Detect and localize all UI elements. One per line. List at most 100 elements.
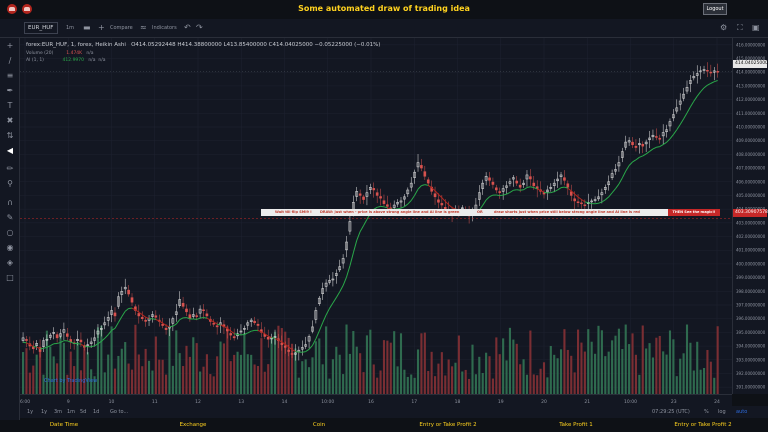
chart-pane[interactable] <box>20 38 732 394</box>
tradingview-watermark[interactable]: Chart by TradingView <box>44 378 98 384</box>
snapshot-icon[interactable]: ▣ <box>752 23 760 32</box>
ruler-icon[interactable]: ✏ <box>6 164 14 173</box>
logout-button[interactable]: Logout <box>703 3 727 15</box>
candle-body <box>512 177 515 180</box>
range-1m[interactable]: 1m <box>67 409 76 415</box>
percent-toggle[interactable]: % <box>704 409 709 415</box>
time-tick-label: 12 <box>195 399 201 405</box>
price-tick-label: 400.00000000 <box>736 261 766 266</box>
magnet-icon[interactable]: ∩ <box>7 198 13 207</box>
fib-icon[interactable]: ≡ <box>6 71 14 80</box>
ai-line-segment <box>632 159 637 163</box>
brush-icon[interactable]: ✒ <box>6 86 14 95</box>
ai-line-segment <box>608 192 613 198</box>
volume-bar <box>614 335 617 394</box>
candle-body <box>62 329 66 333</box>
volume-bar <box>73 366 76 394</box>
volume-label[interactable]: Volume (20) <box>26 51 54 56</box>
eye-icon[interactable]: ◉ <box>6 243 14 252</box>
trendline-icon[interactable]: ∕ <box>8 56 12 65</box>
redhat-icon <box>22 4 32 14</box>
volume-bar <box>222 343 225 394</box>
annotation-text-2: DRAW: just when - price is above strong … <box>320 210 460 214</box>
price-tick-label: 406.00000000 <box>736 179 766 184</box>
trash-icon[interactable]: □ <box>6 273 14 282</box>
price-chart[interactable] <box>20 38 732 394</box>
volume-bar <box>59 336 62 394</box>
ai-line-segment <box>669 134 674 140</box>
layers-icon[interactable]: ◈ <box>6 258 14 267</box>
ai-label[interactable]: AI (1, 1) <box>26 58 44 63</box>
candle-body <box>655 136 658 138</box>
settings-icon[interactable]: ⚙ <box>720 23 728 32</box>
volume-bar <box>168 328 171 394</box>
indicators-button[interactable]: Indicators <box>152 25 177 31</box>
zoom-icon[interactable]: ⚲ <box>7 179 13 188</box>
ai-line-segment <box>714 80 718 83</box>
range-1y[interactable]: 1y <box>27 409 34 415</box>
volume-bar <box>192 337 195 394</box>
prediction-icon[interactable]: ⇅ <box>6 131 14 140</box>
range-5d[interactable]: 5d <box>80 409 87 415</box>
annotation-banner[interactable] <box>261 209 720 216</box>
legend-symbol[interactable]: forex:EUR_HUF, 1, forex, Heikin Ashi <box>26 42 126 48</box>
time-axis[interactable]: 6:00 9 10 11 12 13 14 10:00 16 17 18 19 20 21 10:00 23 2… <box>20 394 732 406</box>
volume-bar <box>120 348 123 394</box>
ai-line-segment <box>588 202 592 205</box>
ai-line-segment <box>220 324 225 327</box>
goto-button[interactable]: Go to... <box>110 409 129 415</box>
utc-clock[interactable]: 07:29:25 (UTC) <box>652 409 690 415</box>
range-1d[interactable]: 1d <box>93 409 100 415</box>
candle-body <box>181 302 185 307</box>
auto-toggle[interactable]: auto <box>736 409 748 415</box>
undo-icon[interactable]: ↶ <box>184 23 191 32</box>
volume-bar <box>692 370 695 394</box>
time-tick-label: 10:00 <box>624 399 637 405</box>
legend-close: C414.04025000 <box>268 42 313 48</box>
range-1y-2[interactable]: 1y <box>41 409 48 415</box>
ai-line-segment <box>424 184 429 186</box>
volume-bar <box>277 325 280 394</box>
volume-bar <box>256 365 260 394</box>
volume-bar <box>195 343 198 394</box>
pencil-lock-icon[interactable]: ✎ <box>6 213 14 222</box>
price-tick-label: 401.00000000 <box>736 248 766 253</box>
lock-icon[interactable]: ○ <box>6 228 14 237</box>
volume-bar <box>532 374 535 394</box>
volume-bar <box>427 370 430 394</box>
log-toggle[interactable]: log <box>718 409 726 415</box>
pattern-icon[interactable]: ✖ <box>6 116 14 125</box>
candle-body <box>532 182 536 187</box>
ai-line-segment <box>410 195 416 201</box>
ai-line-segment <box>417 185 422 190</box>
volume-bar <box>488 356 491 394</box>
time-tick-label: 14 <box>282 399 288 405</box>
candle-body <box>96 330 100 335</box>
footer-col-entry-tp2: Entry or Take Profit 2 <box>419 422 477 428</box>
volume-bar <box>685 324 689 394</box>
candle-style-icon[interactable]: ▬ <box>83 23 91 32</box>
redo-icon[interactable]: ↷ <box>196 23 203 32</box>
ai-line-segment <box>94 343 99 347</box>
volume-bar <box>474 374 477 394</box>
fullscreen-icon[interactable]: ⛶ <box>737 23 743 32</box>
compare-icon: + <box>98 23 105 32</box>
ai-line-segment <box>325 308 330 316</box>
interval-button[interactable]: 1m <box>66 25 75 31</box>
crosshair-icon[interactable]: + <box>6 41 14 50</box>
text-icon[interactable]: T <box>7 101 13 110</box>
last-price-tag: 414.04025000 <box>733 60 768 68</box>
candle-body <box>205 313 209 317</box>
candle-body <box>379 196 382 199</box>
arrow-icon[interactable]: ◀ <box>6 146 14 155</box>
volume-bar <box>239 354 243 394</box>
symbol-search-input[interactable]: EUR_HUF <box>24 22 58 34</box>
volume-bar <box>93 376 96 394</box>
candle-body <box>365 192 369 197</box>
candle-body <box>375 192 379 196</box>
range-3m[interactable]: 3m <box>54 409 63 415</box>
ai-line-segment <box>451 207 456 210</box>
compare-button[interactable]: Compare <box>110 25 133 31</box>
ai-line-segment <box>427 184 432 189</box>
annotation-button[interactable]: THEN See the magic!! <box>668 209 720 216</box>
